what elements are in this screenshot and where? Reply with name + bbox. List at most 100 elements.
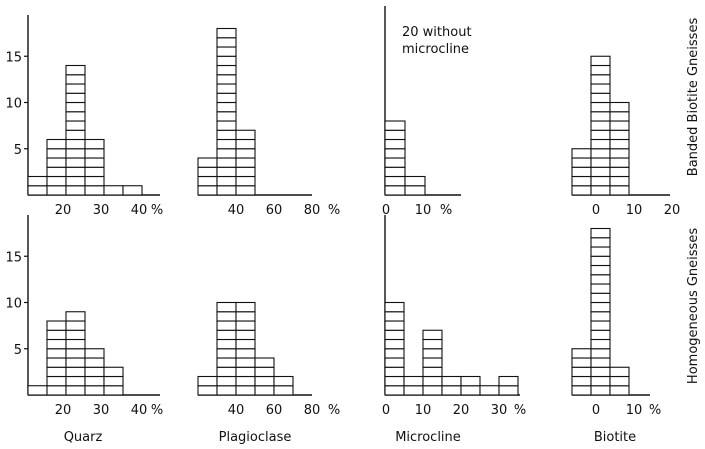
bar-cell xyxy=(65,92,86,104)
panel-homogeneous-quarz: 5 10 15 20 30 40% xyxy=(5,215,163,418)
y-tick-label: 15 xyxy=(5,250,22,265)
bar-cell xyxy=(609,138,630,150)
x-tick-label: 10 xyxy=(415,403,432,418)
x-tick-label: 20 xyxy=(664,203,681,218)
bar-cell xyxy=(404,185,426,196)
bar-cell xyxy=(216,111,237,122)
bar-cell xyxy=(590,366,611,378)
bar-cell xyxy=(254,357,275,368)
bar-cell xyxy=(65,148,86,159)
y-tick-label: 15 xyxy=(5,50,22,65)
x-tick-label: 0 xyxy=(382,403,390,418)
bar-cell xyxy=(609,375,630,387)
bar-cell xyxy=(403,385,424,396)
bar-cell xyxy=(609,148,630,159)
bar-cell xyxy=(384,357,405,368)
bar-cell xyxy=(273,385,294,396)
x-tick-label: 30 xyxy=(93,203,110,218)
bar-cell xyxy=(84,175,105,187)
x-tick-label: 20 xyxy=(453,403,470,418)
bar-cell xyxy=(384,311,405,322)
bar-cell xyxy=(216,157,237,168)
bar-cell xyxy=(609,175,630,187)
x-tick-label: 80 xyxy=(304,403,321,418)
panel-homogeneous-microcline: 0 10 20 30% xyxy=(382,215,526,418)
bar-cell xyxy=(590,237,611,248)
bar-cell xyxy=(384,120,406,131)
bar-cell xyxy=(216,175,237,187)
bar-cell xyxy=(216,357,237,368)
bar-cell xyxy=(571,385,592,396)
panel-banded-quarz: 5 10 15 20 30 40% xyxy=(5,15,163,218)
bar-cell xyxy=(103,366,124,378)
bar-cell xyxy=(235,185,256,196)
bar-cell xyxy=(216,148,237,159)
bar-cell xyxy=(609,101,630,113)
bar-cell xyxy=(609,366,630,378)
bar-cell xyxy=(590,348,611,359)
bar-cell xyxy=(235,129,256,141)
bar-cell xyxy=(590,101,611,113)
bar-cell xyxy=(235,148,256,159)
bar-cell xyxy=(216,64,237,76)
x-tick-label: 40 xyxy=(228,403,245,418)
bar-cell xyxy=(197,157,218,168)
bar-cell xyxy=(65,129,86,141)
bar-cell xyxy=(84,348,105,359)
bar-cell xyxy=(441,375,462,387)
bar-cell xyxy=(65,348,86,359)
x-tick-label: 40 xyxy=(228,203,245,218)
bar-cell xyxy=(384,329,405,341)
y-tick-label: 10 xyxy=(5,97,22,112)
bar-cell xyxy=(590,120,611,131)
bar-cell xyxy=(422,357,443,368)
bar-cell xyxy=(590,92,611,104)
bar-cell xyxy=(590,83,611,94)
bar-cell xyxy=(273,375,294,387)
bar-cell xyxy=(590,55,611,67)
bar-cell xyxy=(384,301,405,313)
bar-cell xyxy=(216,348,237,359)
bar-cell xyxy=(235,385,256,396)
bar-cell xyxy=(590,74,611,85)
bar-cell xyxy=(571,175,592,187)
bar-cell xyxy=(216,46,237,57)
bar-cell xyxy=(235,329,256,341)
panel-homogeneous-biotite: 0 10% xyxy=(571,227,661,418)
bar-cell xyxy=(65,83,86,94)
note-line-2: microcline xyxy=(402,42,469,57)
bar-cell xyxy=(84,366,105,378)
bar-cell xyxy=(590,175,611,187)
bar-cell xyxy=(460,385,481,396)
bar-cell xyxy=(384,338,405,350)
bar-cell xyxy=(65,111,86,122)
bar-cell xyxy=(235,175,256,187)
bar-cell xyxy=(197,166,218,178)
bar-cell xyxy=(609,185,630,196)
bar-cell xyxy=(65,320,86,331)
x-tick-label: 80 xyxy=(304,203,321,218)
bar-cell xyxy=(216,92,237,104)
bar-cell xyxy=(384,366,405,378)
bar-cell xyxy=(384,175,406,187)
x-unit-label: % xyxy=(328,203,340,218)
y-tick-label: 5 xyxy=(14,143,22,158)
bar-cell xyxy=(590,185,611,196)
panel-banded-microcline: 0 10% xyxy=(382,6,461,218)
bar-cell xyxy=(46,329,67,341)
x-tick-label: 10 xyxy=(626,203,643,218)
x-tick-label: 40 xyxy=(131,403,148,418)
bar-cell xyxy=(27,385,48,396)
bar-cell xyxy=(216,37,237,48)
column-label-plagioclase: Plagioclase xyxy=(219,430,292,445)
bar-cell xyxy=(609,111,630,122)
bar-cell xyxy=(571,348,592,359)
bar-cell xyxy=(384,385,405,396)
bar-cell xyxy=(609,120,630,131)
bar-cell xyxy=(384,348,405,359)
bar-cell xyxy=(498,375,519,387)
bar-cell xyxy=(84,357,105,368)
bar-cell xyxy=(384,320,405,331)
